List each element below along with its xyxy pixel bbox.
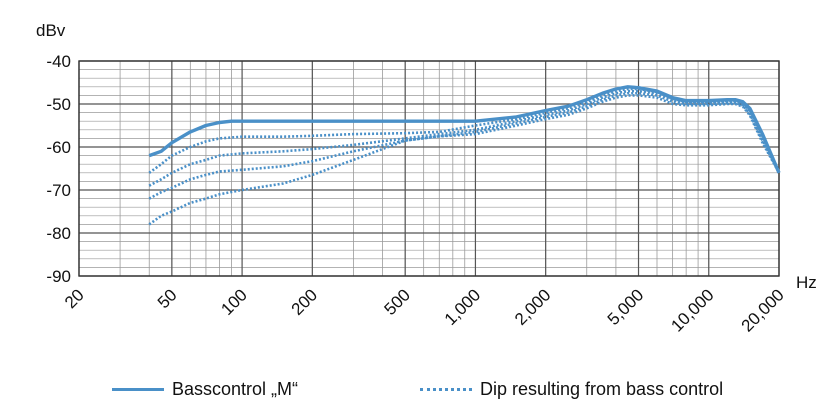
y-tick-label: -90 [46,267,71,286]
y-axis-unit-label: dBv [36,21,66,40]
x-tick-label: 200 [288,285,321,318]
chart-legend: Basscontrol „M“ Dip resulting from bass … [0,372,836,406]
x-tick-label: 10,000 [667,285,717,335]
y-tick-label: -60 [46,138,71,157]
x-tick-label: 1,000 [441,285,485,329]
legend-label-dotted: Dip resulting from bass control [480,378,724,399]
legend-item-dotted: Dip resulting from bass control [420,372,723,406]
x-tick-label: 500 [381,285,414,318]
x-tick-label: 50 [154,285,181,312]
series-line-dip-3 [148,92,781,200]
y-tick-label: -80 [46,224,71,243]
plot-frame [78,60,780,277]
x-axis-unit-label: Hz [796,273,817,292]
x-tick-label: 20,000 [738,285,788,335]
x-tick-label: 20 [61,285,88,312]
legend-solid-line-swatch [112,387,164,391]
frequency-response-chart: -40 -50 -60 -70 -80 -90 20 50 100 200 500 1,000 2,0… [36,21,817,336]
y-tick-label: -50 [46,95,71,114]
series-line-basscontrol [148,85,781,174]
x-tick-label: 100 [217,285,250,318]
series-line-dip-4 [148,94,781,226]
series-lines [148,85,781,226]
major-gridlines [78,60,780,277]
x-axis-ticks: 20 50 100 200 500 1,000 2,000 5,000 10,000 20,000 [61,285,788,335]
y-axis-ticks: -40 -50 -60 -70 -80 -90 [46,52,71,286]
minor-gridlines [79,61,779,276]
x-tick-label: 5,000 [604,285,648,329]
x-tick-label: 2,000 [511,285,555,329]
legend-dotted-line-swatch [420,387,472,391]
y-tick-label: -70 [46,181,71,200]
y-tick-label: -40 [46,52,71,71]
legend-label-solid: Basscontrol „M“ [172,378,299,399]
legend-item-solid: Basscontrol „M“ [112,372,298,406]
